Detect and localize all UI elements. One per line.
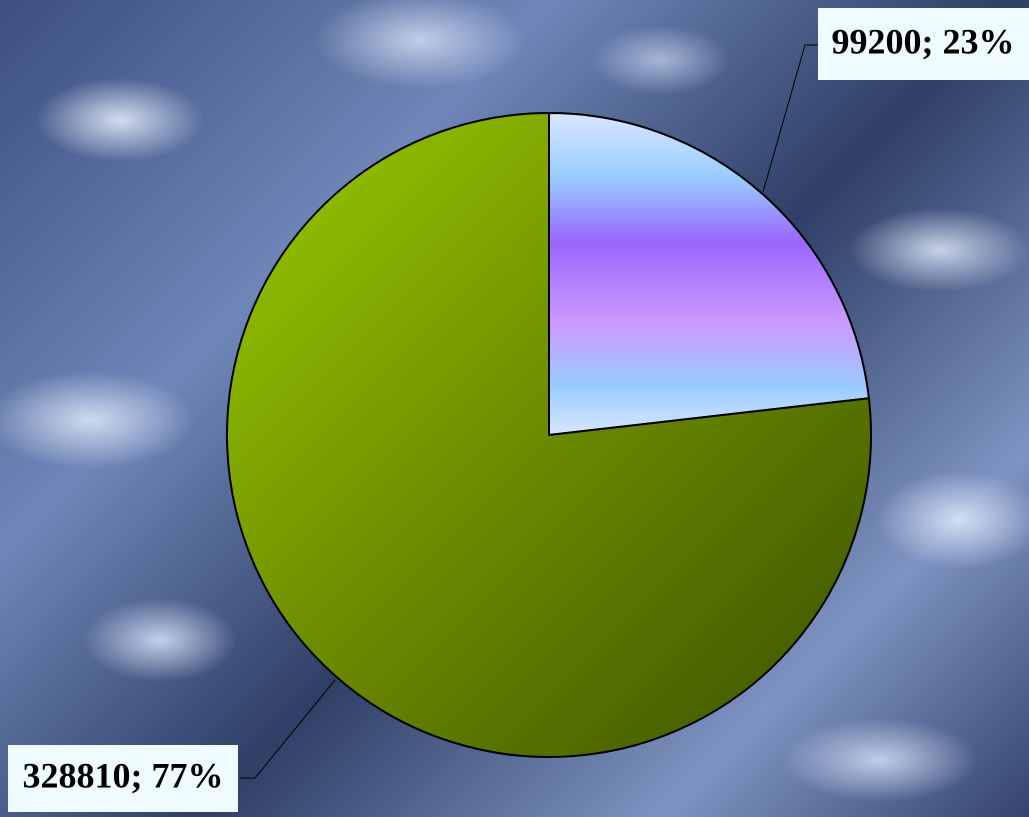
pie-slice xyxy=(549,113,869,435)
chart: 99200; 23% 328810; 77% xyxy=(0,0,1029,817)
leader-line xyxy=(240,680,335,778)
data-label: 328810; 77% xyxy=(23,755,224,795)
leader-line xyxy=(763,45,818,192)
data-label: 99200; 23% xyxy=(832,21,1015,61)
page: 99200; 23%328810; 77% (() => { const dat… xyxy=(0,0,1029,817)
